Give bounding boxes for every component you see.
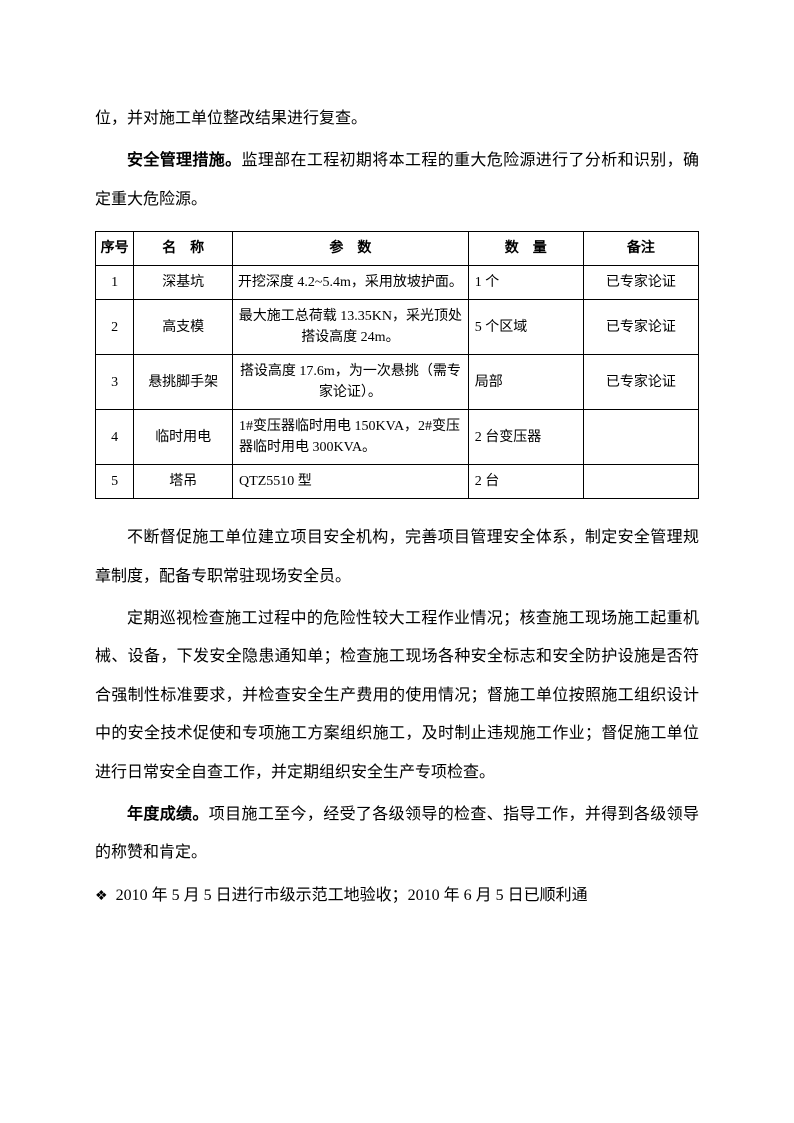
cell-param: 开挖深度 4.2~5.4m，采用放坡护面。: [233, 266, 469, 300]
cell-name: 深基坑: [134, 266, 233, 300]
cell-param: 搭设高度 17.6m，为一次悬挑（需专家论证）。: [233, 355, 469, 410]
table-row: 4 临时用电 1#变压器临时用电 150KVA，2#变压器临时用电 300KVA…: [96, 410, 699, 465]
cell-name: 高支模: [134, 300, 233, 355]
paragraph-1: 位，并对施工单位整改结果进行复查。: [95, 100, 699, 138]
header-qty: 数 量: [468, 232, 583, 266]
table-row: 1 深基坑 开挖深度 4.2~5.4m，采用放坡护面。 1 个 已专家论证: [96, 266, 699, 300]
cell-param: 1#变压器临时用电 150KVA，2#变压器临时用电 300KVA。: [233, 410, 469, 465]
bullet-text: 2010 年 5 月 5 日进行市级示范工地验收；2010 年 6 月 5 日已…: [116, 877, 588, 915]
diamond-bullet-icon: ❖: [95, 880, 108, 914]
cell-param: QTZ5510 型: [233, 465, 469, 499]
paragraph-3: 不断督促施工单位建立项目安全机构，完善项目管理安全体系，制定安全管理规章制度，配…: [95, 519, 699, 596]
cell-seq: 1: [96, 266, 134, 300]
header-seq: 序号: [96, 232, 134, 266]
header-param: 参 数: [233, 232, 469, 266]
table-row: 5 塔吊 QTZ5510 型 2 台: [96, 465, 699, 499]
paragraph-5: 年度成绩。项目施工至今，经受了各级领导的检查、指导工作，并得到各级领导的称赞和肯…: [95, 796, 699, 873]
cell-name: 临时用电: [134, 410, 233, 465]
cell-remark: 已专家论证: [583, 266, 698, 300]
bullet-item-1: ❖ 2010 年 5 月 5 日进行市级示范工地验收；2010 年 6 月 5 …: [95, 877, 699, 915]
cell-seq: 3: [96, 355, 134, 410]
hazard-table: 序号 名 称 参 数 数 量 备注 1 深基坑 开挖深度 4.2~5.4m，采用…: [95, 231, 699, 499]
cell-qty: 5 个区域: [468, 300, 583, 355]
header-name: 名 称: [134, 232, 233, 266]
cell-param: 最大施工总荷载 13.35KN，采光顶处搭设高度 24m。: [233, 300, 469, 355]
cell-qty: 1 个: [468, 266, 583, 300]
paragraph-4: 定期巡视检查施工过程中的危险性较大工程作业情况；核查施工现场施工起重机械、设备，…: [95, 600, 699, 792]
cell-name: 塔吊: [134, 465, 233, 499]
para5-bold: 年度成绩。: [127, 806, 209, 823]
cell-qty: 2 台: [468, 465, 583, 499]
cell-remark: 已专家论证: [583, 355, 698, 410]
cell-seq: 5: [96, 465, 134, 499]
cell-seq: 2: [96, 300, 134, 355]
cell-seq: 4: [96, 410, 134, 465]
table-row: 2 高支模 最大施工总荷载 13.35KN，采光顶处搭设高度 24m。 5 个区…: [96, 300, 699, 355]
cell-qty: 局部: [468, 355, 583, 410]
cell-remark: 已专家论证: [583, 300, 698, 355]
cell-qty: 2 台变压器: [468, 410, 583, 465]
paragraph-2: 安全管理措施。监理部在工程初期将本工程的重大危险源进行了分析和识别，确定重大危险…: [95, 142, 699, 219]
cell-remark: [583, 410, 698, 465]
cell-remark: [583, 465, 698, 499]
header-remark: 备注: [583, 232, 698, 266]
table-header-row: 序号 名 称 参 数 数 量 备注: [96, 232, 699, 266]
para2-bold: 安全管理措施。: [127, 152, 241, 169]
table-row: 3 悬挑脚手架 搭设高度 17.6m，为一次悬挑（需专家论证）。 局部 已专家论…: [96, 355, 699, 410]
cell-name: 悬挑脚手架: [134, 355, 233, 410]
